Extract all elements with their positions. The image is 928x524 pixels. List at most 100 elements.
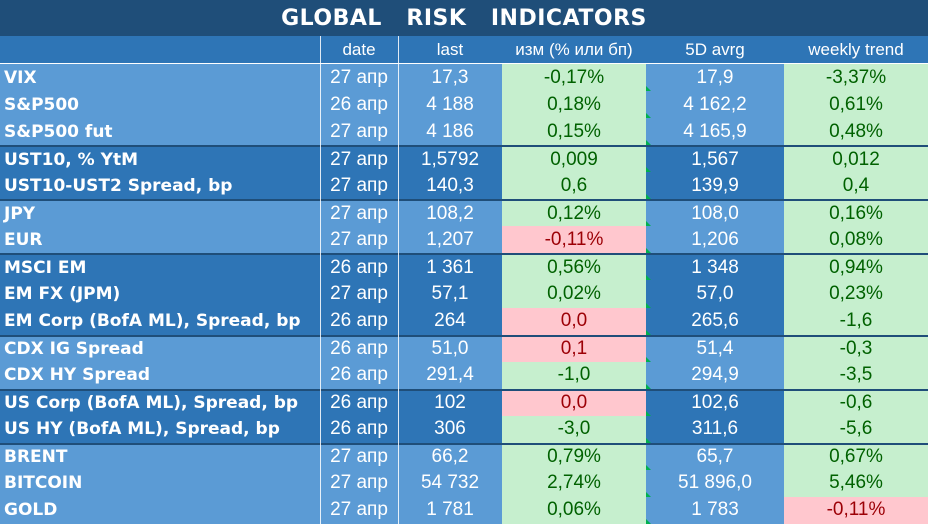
cell-weekly: 0,012 [784, 147, 928, 173]
table-row: S&P500 26 апр 4 188 0,18% 4 162,2 0,61% [0, 91, 928, 119]
cell-last: 4 186 [398, 118, 502, 146]
cell-weekly: -3,37% [784, 64, 928, 92]
cell-weekly: 0,67% [784, 444, 928, 470]
cell-avg: 4 165,9 [646, 118, 784, 146]
cell-date: 26 апр [320, 361, 398, 389]
table-row: EM FX (JPM) 27 апр 57,1 0,02% 57,0 0,23% [0, 280, 928, 308]
cell-weekly: -5,6 [784, 415, 928, 443]
cell-change: 0,0 [502, 390, 646, 416]
cell-last: 1 781 [398, 496, 502, 524]
cell-avg: 57,0 [646, 280, 784, 308]
table-row: EUR 27 апр 1,207 -0,11% 1,206 0,08% [0, 226, 928, 254]
cell-weekly: 0,4 [784, 172, 928, 200]
header-date: date [342, 40, 376, 59]
cell-last: 140,3 [398, 172, 502, 200]
cell-weekly: -0,6 [784, 390, 928, 416]
table-row: JPY 27 апр 108,2 0,12% 108,0 0,16% [0, 199, 928, 227]
cell-note-marker-icon [646, 491, 651, 497]
cell-note-marker-icon [646, 302, 651, 308]
cell-name: BRENT [0, 444, 320, 470]
cell-name: GOLD [0, 496, 320, 524]
cell-name: CDX IG Spread [0, 336, 320, 362]
cell-date: 27 апр [320, 147, 398, 173]
cell-weekly: 0,94% [784, 255, 928, 281]
cell-name: EM FX (JPM) [0, 280, 320, 308]
cell-note-marker-icon [646, 383, 651, 389]
cell-note-marker-icon [646, 194, 651, 200]
cell-name: BITCOIN [0, 469, 320, 497]
cell-name: UST10-UST2 Spread, bp [0, 172, 320, 200]
cell-name: US HY (BofA ML), Spread, bp [0, 415, 320, 443]
cell-last: 1,5792 [398, 147, 502, 173]
cell-last: 1,207 [398, 226, 502, 254]
cell-note-marker-icon [646, 86, 651, 92]
cell-name: UST10, % YtM [0, 147, 320, 173]
cell-note-marker-icon [646, 167, 651, 173]
cell-date: 27 апр [320, 118, 398, 146]
cell-change: -1,0 [502, 361, 646, 389]
cell-note-marker-icon [646, 221, 651, 227]
cell-avg: 1,206 [646, 226, 784, 254]
cell-avg: 139,9 [646, 172, 784, 200]
cell-avg: 51,4 [646, 336, 784, 362]
cell-date: 26 апр [320, 255, 398, 281]
cell-note-marker-icon [646, 248, 651, 254]
header-weekly-trend: weekly trend [808, 40, 904, 59]
cell-last: 54 732 [398, 469, 502, 497]
cell-change: 0,0 [502, 307, 646, 335]
cell-name: CDX HY Spread [0, 361, 320, 389]
cell-date: 27 апр [320, 64, 398, 92]
cell-weekly: 5,46% [784, 469, 928, 497]
page-title: GLOBAL RISK INDICATORS [0, 0, 928, 36]
cell-note-marker-icon [646, 518, 651, 524]
cell-avg: 294,9 [646, 361, 784, 389]
cell-change: -3,0 [502, 415, 646, 443]
cell-weekly: -0,11% [784, 496, 928, 524]
cell-weekly: 0,23% [784, 280, 928, 308]
table-row: VIX 27 апр 17,3 -0,17% 17,9 -3,37% [0, 64, 928, 92]
cell-change: -0,11% [502, 226, 646, 254]
cell-last: 306 [398, 415, 502, 443]
table-row: US HY (BofA ML), Spread, bp 26 апр 306 -3,0… [0, 415, 928, 443]
table-row: CDX HY Spread 26 апр 291,4 -1,0 294,9 -3,5 [0, 361, 928, 389]
cell-change: 0,56% [502, 255, 646, 281]
table-row: CDX IG Spread 26 апр 51,0 0,1 51,4 -0,3 [0, 334, 928, 362]
header-last: last [436, 40, 464, 59]
table-row: BRENT 27 апр 66,2 0,79% 65,7 0,67% [0, 442, 928, 470]
cell-weekly: 0,08% [784, 226, 928, 254]
cell-note-marker-icon [646, 356, 651, 362]
cell-last: 264 [398, 307, 502, 335]
cell-weekly: -1,6 [784, 307, 928, 335]
cell-weekly: 0,48% [784, 118, 928, 146]
cell-weekly: 0,61% [784, 91, 928, 119]
cell-note-marker-icon [646, 410, 651, 416]
cell-change: 0,1 [502, 336, 646, 362]
cell-note-marker-icon [646, 113, 651, 119]
cell-last: 102 [398, 390, 502, 416]
table-row: UST10, % YtM 27 апр 1,5792 0,009 1,567 0,012 [0, 145, 928, 173]
table-row: MSCI EM 26 апр 1 361 0,56% 1 348 0,94% [0, 253, 928, 281]
cell-name: EUR [0, 226, 320, 254]
cell-avg: 265,6 [646, 307, 784, 335]
cell-change: -0,17% [502, 64, 646, 92]
table-row: US Corp (BofA ML), Spread, bp 26 апр 102 0,… [0, 388, 928, 416]
table-header: date last изм (% или бп) 5D avrg weekly … [0, 36, 928, 64]
cell-last: 17,3 [398, 64, 502, 92]
cell-weekly: 0,16% [784, 201, 928, 227]
cell-name: EM Corp (BofA ML), Spread, bp [0, 307, 320, 335]
cell-change: 0,06% [502, 496, 646, 524]
cell-avg: 311,6 [646, 415, 784, 443]
cell-note-marker-icon [646, 464, 651, 470]
cell-name: JPY [0, 201, 320, 227]
cell-change: 0,6 [502, 172, 646, 200]
cell-note-marker-icon [646, 275, 651, 281]
cell-change: 0,12% [502, 201, 646, 227]
cell-date: 27 апр [320, 469, 398, 497]
table-row: EM Corp (BofA ML), Spread, bp 26 апр 264 0,… [0, 307, 928, 335]
cell-last: 57,1 [398, 280, 502, 308]
cell-name: MSCI EM [0, 255, 320, 281]
cell-change: 0,15% [502, 118, 646, 146]
cell-note-marker-icon [646, 437, 651, 443]
cell-change: 0,79% [502, 444, 646, 470]
cell-date: 27 апр [320, 201, 398, 227]
